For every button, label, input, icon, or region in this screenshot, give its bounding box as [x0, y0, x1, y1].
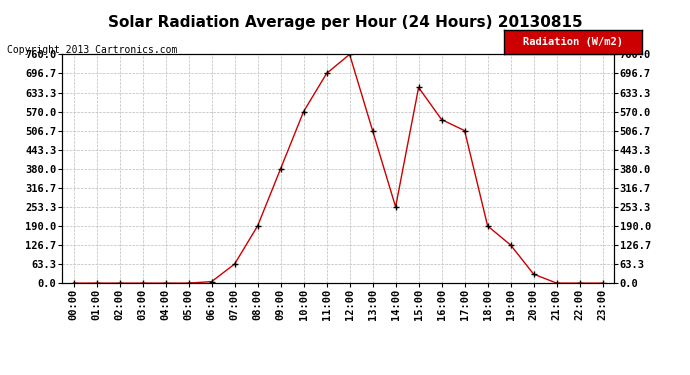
Text: Radiation (W/m2): Radiation (W/m2): [523, 37, 622, 47]
Text: Copyright 2013 Cartronics.com: Copyright 2013 Cartronics.com: [7, 45, 177, 55]
Text: Solar Radiation Average per Hour (24 Hours) 20130815: Solar Radiation Average per Hour (24 Hou…: [108, 15, 582, 30]
